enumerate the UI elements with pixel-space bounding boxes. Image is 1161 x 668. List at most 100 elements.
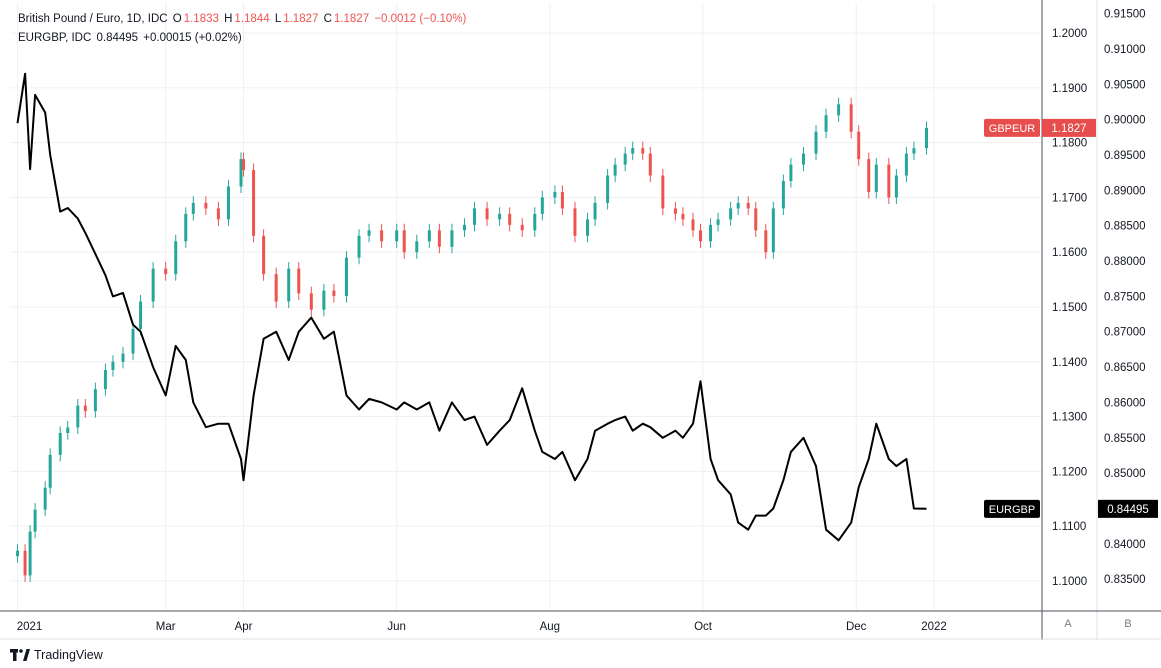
high-value: 1.1844 bbox=[234, 13, 270, 25]
y-right-tick-label: 0.85500 bbox=[1104, 433, 1146, 445]
candle-down bbox=[242, 159, 246, 171]
candle-up bbox=[191, 202, 195, 214]
candle-up bbox=[781, 181, 785, 209]
high-label: H bbox=[224, 13, 233, 25]
candle-down bbox=[673, 208, 677, 214]
compare-series-change: +0.00015 (+0.02%) bbox=[143, 32, 242, 44]
candle-up bbox=[771, 208, 775, 253]
x-tick-label: Oct bbox=[694, 621, 713, 633]
scale-a-button[interactable]: A bbox=[1042, 612, 1094, 636]
candle-down bbox=[849, 104, 853, 132]
candle-up bbox=[912, 148, 916, 154]
y-right-tick-label: 0.86500 bbox=[1104, 362, 1146, 374]
candle-down bbox=[437, 230, 441, 247]
candle-down bbox=[402, 230, 406, 253]
eurgbp-line[interactable] bbox=[16, 72, 927, 542]
eurgbp-price-badge bbox=[1098, 499, 1158, 518]
candle-up bbox=[462, 224, 466, 231]
y-right-tick-label: 0.91500 bbox=[1104, 9, 1146, 21]
x-tick-label: Apr bbox=[235, 621, 253, 633]
candle-up bbox=[174, 241, 178, 275]
candle-up bbox=[801, 153, 805, 165]
candle-up bbox=[540, 197, 544, 214]
candle-up bbox=[287, 268, 291, 302]
candle-down bbox=[520, 224, 524, 231]
candle-up bbox=[226, 186, 230, 220]
y-left-tick-label: 1.1000 bbox=[1052, 576, 1087, 588]
y-left-tick-label: 1.1900 bbox=[1052, 83, 1087, 95]
y-right-tick-label: 0.90500 bbox=[1104, 79, 1146, 91]
candle-up bbox=[121, 353, 125, 362]
candle-down bbox=[887, 164, 891, 198]
candle-up bbox=[716, 219, 720, 225]
candle-down bbox=[691, 219, 695, 231]
candle-up bbox=[16, 550, 20, 557]
close-value: 1.1827 bbox=[333, 13, 370, 25]
candle-down bbox=[297, 268, 301, 294]
candle-up bbox=[48, 454, 52, 488]
candle-up bbox=[837, 104, 841, 116]
y-right-tick-label: 0.85000 bbox=[1104, 468, 1146, 480]
candle-down bbox=[641, 148, 645, 154]
candle-up bbox=[789, 164, 793, 182]
candle-up bbox=[395, 230, 399, 242]
candle-down bbox=[764, 230, 768, 253]
eurgbp-series-label: EURGBP bbox=[989, 504, 1035, 516]
candle-down bbox=[332, 290, 336, 297]
candle-up bbox=[613, 164, 617, 176]
candle-up bbox=[623, 153, 627, 165]
open-value: 1.1833 bbox=[183, 13, 219, 25]
candle-down bbox=[857, 131, 861, 160]
y-right-tick-label: 0.83500 bbox=[1104, 574, 1146, 586]
candle-up bbox=[131, 328, 135, 354]
y-right-tick-label: 0.88000 bbox=[1104, 256, 1146, 268]
candle-up bbox=[894, 175, 898, 198]
candle-down bbox=[380, 230, 384, 242]
y-right-tick-label: 0.91000 bbox=[1104, 44, 1146, 56]
compare-series-name: EURGBP, IDC bbox=[18, 32, 92, 44]
candle-down bbox=[754, 208, 758, 231]
gbpeur-price-badge bbox=[1042, 118, 1096, 137]
candle-down bbox=[746, 202, 750, 209]
candle-down bbox=[867, 159, 871, 192]
y-left-tick-label: 1.1400 bbox=[1052, 357, 1087, 369]
scale-b-button[interactable]: B bbox=[1102, 612, 1154, 636]
compare-series-value: 0.84495 bbox=[96, 32, 139, 44]
candle-up bbox=[904, 153, 908, 176]
candle-up bbox=[874, 164, 878, 192]
candle-down bbox=[661, 175, 665, 209]
candle-up bbox=[606, 175, 610, 203]
tradingview-brand[interactable]: TradingView bbox=[10, 648, 103, 662]
y-right-tick-label: 0.87500 bbox=[1104, 291, 1146, 303]
y-left-tick-label: 1.1200 bbox=[1052, 466, 1087, 478]
candle-down bbox=[164, 268, 168, 275]
y-right-tick-label: 0.89500 bbox=[1104, 150, 1146, 162]
candle-up bbox=[450, 230, 454, 247]
candle-up bbox=[93, 389, 97, 412]
low-value: 1.1827 bbox=[283, 13, 319, 25]
candle-down bbox=[216, 208, 220, 220]
candle-up bbox=[33, 509, 37, 532]
candle-up bbox=[103, 369, 107, 390]
candle-down bbox=[252, 170, 256, 236]
main-change: −0.0012 (−0.10%) bbox=[374, 13, 467, 25]
candle-up bbox=[139, 301, 143, 329]
y-right-tick-label: 0.84000 bbox=[1104, 539, 1146, 551]
eurgbp-series-badge bbox=[984, 499, 1040, 518]
tradingview-brand-label: TradingView bbox=[34, 648, 103, 662]
open-label: O bbox=[172, 13, 182, 25]
y-left-tick-label: 1.2000 bbox=[1052, 28, 1087, 40]
tradingview-logo-icon bbox=[10, 649, 30, 661]
candle-down bbox=[560, 191, 564, 209]
candle-up bbox=[473, 208, 477, 225]
candle-up bbox=[593, 202, 597, 220]
candle-up bbox=[736, 202, 740, 209]
candle-down bbox=[508, 213, 512, 225]
y-left-tick-label: 1.1800 bbox=[1052, 138, 1087, 150]
low-label: L bbox=[274, 13, 282, 25]
x-tick-label: Jun bbox=[387, 621, 406, 633]
y-right-tick-label: 0.87000 bbox=[1104, 327, 1146, 339]
candle-up bbox=[151, 268, 155, 302]
y-left-tick-label: 1.1700 bbox=[1052, 192, 1087, 204]
